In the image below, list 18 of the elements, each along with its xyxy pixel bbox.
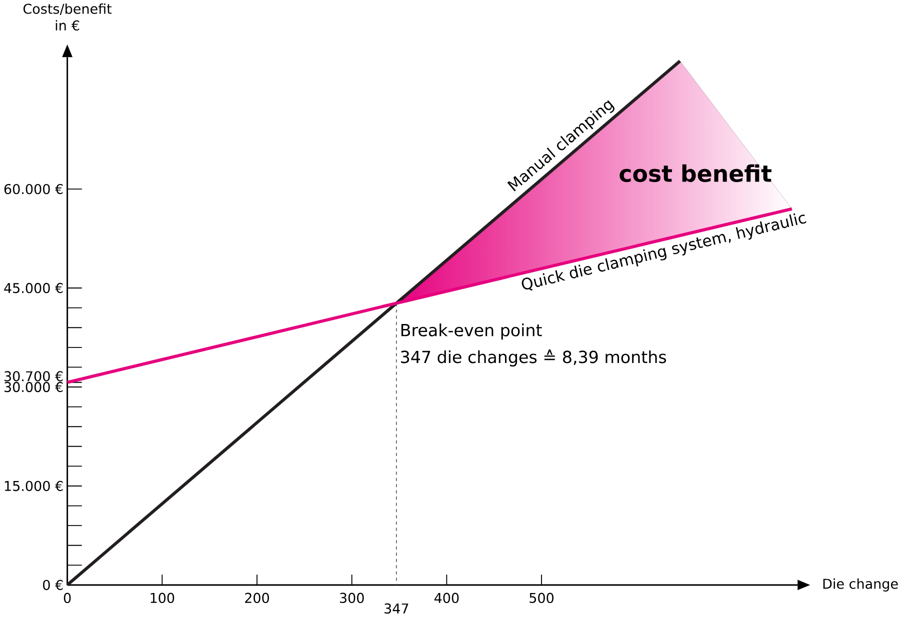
annotation: cost benefit [620, 164, 772, 182]
x-tick-label: 500 [530, 592, 554, 603]
x-tick-label: 400 [434, 592, 459, 603]
annotation: Break-even point [401, 324, 542, 340]
y-tick-label: 15.000 € [4, 480, 63, 492]
x-tick-label: 200 [245, 592, 269, 603]
x-tick-label: 100 [150, 592, 174, 603]
y-tick-label: 45.000 € [4, 282, 63, 294]
y-tick-label: 60.000 € [4, 184, 63, 194]
annotation: 347 die changes ≙ 8,39 months [401, 349, 666, 366]
x-tick-label: 0 [64, 592, 71, 603]
ref-line-label: 347 [384, 603, 408, 614]
y-tick-label: 30.000 € [4, 382, 63, 392]
x-tick-label: 300 [340, 592, 364, 603]
x-axis-title: Die change [823, 578, 898, 592]
y-tick-label: 30.700 € [4, 371, 63, 382]
y-axis-title: Costs/benefit in € [23, 3, 112, 31]
y-tick-label: 0 € [43, 580, 63, 590]
